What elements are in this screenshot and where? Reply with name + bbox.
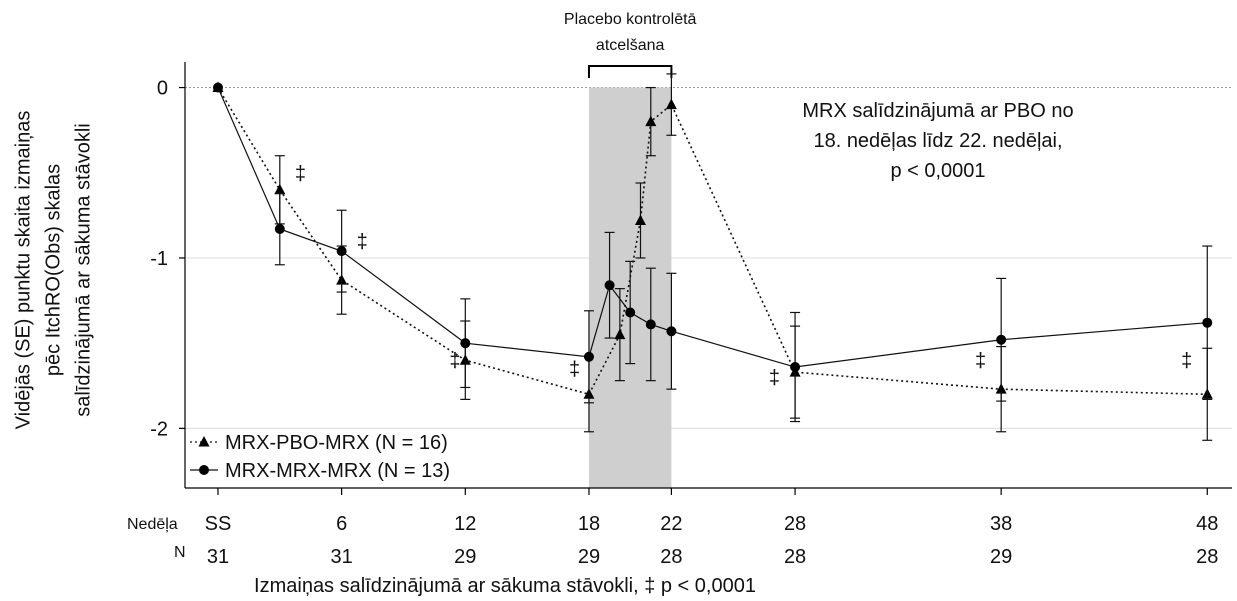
series-line-1 [217,87,1208,368]
y-axis-label-line-1: Vidējās (SE) punktu skaita izmaiņas [12,111,34,430]
point-circle [996,334,1007,345]
n-value: 29 [990,546,1012,568]
point-circle [790,362,801,373]
x-tick-label: 6 [336,513,347,535]
series-layer [212,73,1213,441]
point-circle [583,351,594,362]
placebo-withdrawal-label-line-1: Placebo kontrolētā [564,11,697,28]
n-value: 28 [1196,546,1218,568]
series-line-0 [217,87,1208,396]
point-triangle [274,183,286,195]
y-tick-label: -1 [150,248,168,270]
y-axis-label-line-2: pēc ItchRO(Obs) skalas [42,164,64,376]
y-axis-label-line-3: salīdzinājumā ar sākuma stāvokli [72,123,94,416]
n-value: 29 [454,546,476,568]
legend-label-0: MRX-PBO-MRX (N = 16) [225,432,448,454]
placebo-withdrawal-bracket [587,65,673,78]
point-triangle [634,214,646,225]
point-circle [460,338,471,349]
y-tick-label: 0 [157,78,168,100]
annotation-line-2: 18. nedēļas līdz 22. nedēļai, [813,130,1062,152]
point-circle [666,326,677,337]
annotation-line-3: p < 0,0001 [890,160,985,182]
n-value: 31 [331,546,353,568]
x-axis-label: Izmaiņas salīdzinājumā ar sākuma stāvokl… [254,575,756,597]
point-circle [645,319,656,330]
legend: MRX-PBO-MRX (N = 16) MRX-MRX-MRX (N = 13) [190,432,450,482]
point-circle [212,82,223,93]
placebo-withdrawal-label-line-2: atcelšana [596,37,665,54]
significance-marker: ‡ [449,350,460,372]
significance-marker: ‡ [975,350,986,372]
n-value: 29 [578,546,600,568]
y-axis-label: Vidējās (SE) punktu skaita izmaiņas pēc I… [12,111,94,430]
x-tick-label: 22 [660,513,682,535]
legend-marker-triangle [198,436,210,447]
x-tick-label: SS [205,513,232,535]
point-circle [604,280,615,291]
x-tick-label: 18 [578,513,600,535]
x-tick-label: 48 [1196,513,1218,535]
significance-marker: ‡ [1181,350,1192,372]
point-circle [1202,317,1213,328]
significance-layer: ‡ ‡ ‡ ‡ ‡ ‡ ‡ [295,163,1192,389]
x-tick-label: 38 [990,513,1012,535]
significance-marker: ‡ [295,163,306,185]
significance-marker: ‡ [357,231,368,253]
n-value: 28 [660,546,682,568]
grid-layer [185,87,1232,429]
point-triangle [665,98,677,110]
point-circle [625,307,636,318]
annotation-line-1: MRX salīdzinājumā ar PBO no [802,100,1073,122]
point-circle [274,223,285,234]
n-value: 31 [207,546,229,568]
legend-label-1: MRX-MRX-MRX (N = 13) [225,460,450,482]
significance-marker: ‡ [569,359,580,381]
point-triangle [645,115,657,127]
axes-layer: 0 -1 -2 SS 31 6 31 12 29 18 29 22 28 28 28 38 29 48 28 Nedē… [127,62,1232,568]
legend-marker-circle [199,465,209,475]
point-triangle [614,328,626,340]
x-tick-label: 12 [454,513,476,535]
significance-marker: ‡ [769,367,780,389]
point-circle [336,246,347,257]
n-row-label: N [174,544,186,561]
y-tick-label: -2 [150,418,168,440]
x-tick-label: 28 [784,513,806,535]
week-row-label: Nedēļa [127,516,178,533]
n-value: 28 [784,546,806,568]
